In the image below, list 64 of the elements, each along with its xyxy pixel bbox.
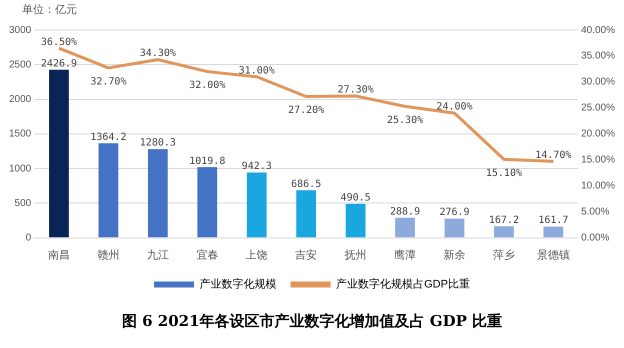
y2-tick-label: 15.00%: [581, 154, 616, 166]
data-label: 31.00%: [238, 65, 275, 76]
x-tick-label: 吉安: [295, 248, 318, 262]
x-tick-label: 宜春: [196, 248, 218, 262]
bar: [148, 149, 168, 238]
x-tick-label: 新余: [443, 248, 466, 262]
bar: [494, 226, 514, 238]
x-tick-label: 抚州: [344, 248, 367, 262]
bar: [246, 172, 267, 238]
data-label: 1019.8: [189, 156, 226, 167]
y2-tick-label: 35.00%: [581, 50, 616, 62]
bar: [197, 167, 218, 238]
data-label: 32.70%: [90, 76, 126, 88]
y2-tick-label: 5.00%: [581, 206, 610, 218]
y2-tick-label: 0.00%: [581, 232, 610, 244]
y-tick-label: 500: [14, 198, 32, 209]
bar: [395, 218, 415, 238]
x-tick-label: 九江: [146, 248, 169, 262]
data-label: 1280.3: [140, 138, 176, 149]
y-tick-label: 2500: [8, 59, 32, 70]
x-tick-label: 景德镇: [536, 249, 570, 262]
legend-label: 产业数字化规模占GDP比重: [336, 278, 470, 291]
text: 图 6 2021年各设区市产业数字化增加值及占 GDP 比重: [120, 312, 504, 331]
data-label: 942.3: [242, 161, 272, 172]
y-tick-label: 0: [26, 232, 32, 244]
bar: [346, 204, 366, 238]
y2-tick-label: 40.00%: [581, 24, 616, 36]
y-tick-label: 3000: [8, 24, 32, 36]
y2-tick-label: 20.00%: [581, 128, 616, 140]
y-tick-label: 1500: [8, 128, 32, 140]
y-tick-label: 1000: [8, 163, 32, 174]
legend-label: 产业数字化规模: [200, 278, 277, 291]
bar: [296, 190, 316, 238]
data-label: 34.30%: [140, 48, 176, 60]
x-tick-label: 南昌: [48, 248, 70, 262]
data-label: 15.10%: [486, 168, 522, 179]
data-label: 2426.9: [40, 58, 78, 70]
text: 单位：亿元: [22, 2, 77, 17]
bar: [49, 70, 69, 238]
data-label: 32.00%: [189, 80, 226, 92]
data-label: 14.70%: [535, 150, 572, 162]
data-label: 36.50%: [40, 36, 78, 48]
bar: [543, 226, 564, 238]
data-label: 24.00%: [436, 102, 473, 113]
data-label: 276.9: [439, 207, 470, 218]
y2-tick-label: 30.00%: [581, 76, 616, 88]
x-tick-label: 萍乡: [492, 248, 515, 262]
bar: [444, 218, 464, 238]
data-label: 1364.2: [90, 132, 126, 143]
data-label: 27.30%: [338, 84, 374, 96]
data-label: 490.5: [340, 192, 371, 204]
x-tick-label: 上饶: [246, 248, 268, 262]
y-tick-label: 2000: [8, 94, 32, 106]
data-label: 27.20%: [288, 105, 324, 116]
y2-tick-label: 25.00%: [581, 102, 616, 114]
data-label: 288.9: [390, 206, 420, 218]
data-label: 686.5: [291, 178, 322, 190]
data-label: 161.7: [538, 215, 568, 226]
data-label: 25.30%: [386, 114, 424, 126]
bar: [98, 143, 118, 238]
x-tick-label: 赣州: [97, 248, 120, 262]
x-tick-label: 鹰潭: [394, 248, 416, 262]
y2-tick-label: 10.00%: [581, 180, 616, 192]
data-label: 167.2: [488, 214, 519, 226]
